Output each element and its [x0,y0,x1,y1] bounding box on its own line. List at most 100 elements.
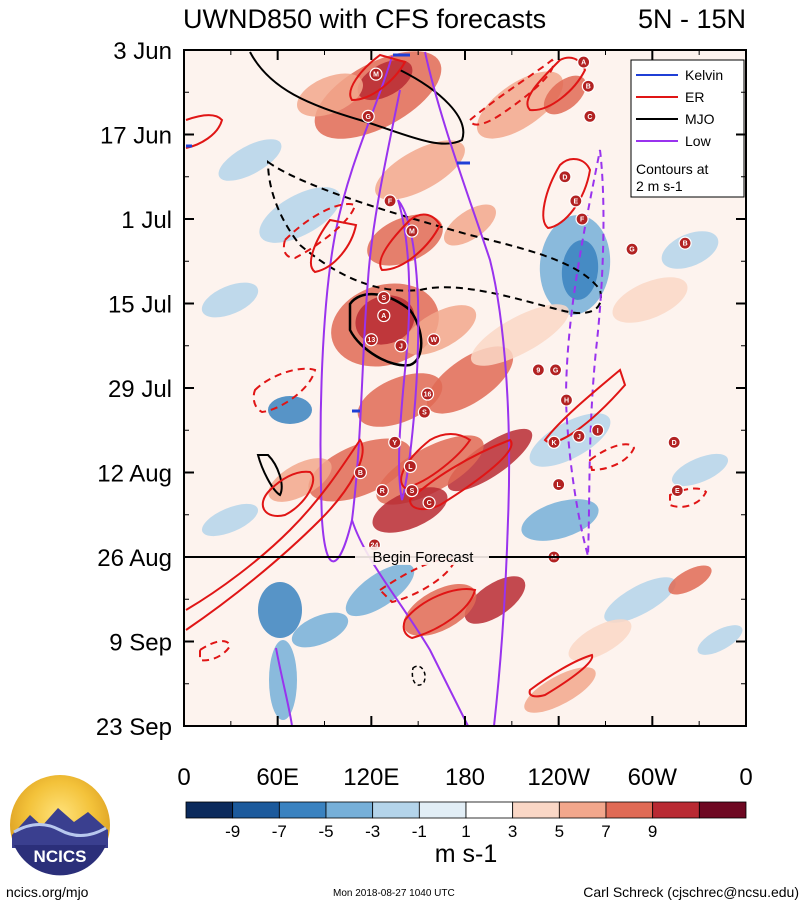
er-contour [379,213,442,272]
storm-marker-circle [559,393,574,407]
storm-marker: G [625,242,639,256]
x-tick-label: 120W [527,764,590,791]
legend-label: Low [685,133,712,149]
colorbar-label: -1 [412,822,427,841]
anomaly-patch [201,282,259,318]
er-contour [310,218,358,274]
logo-waves [13,823,107,837]
storm-marker-circle [405,224,419,238]
storm-marker: 9 [531,363,545,377]
anomaly-patch [201,503,259,537]
er-contour [402,588,477,640]
storm-marker-circle [667,435,681,449]
filtered-wave-contours [185,51,708,726]
er-contour [185,114,224,149]
forecast-label-background [355,547,489,565]
storm-marker-circle [625,242,639,256]
x-tick-label: 0 [177,764,190,791]
storm-marker-label: B [586,84,591,91]
site-url[interactable]: ncics.org/mjo [6,884,89,900]
storm-marker-circle [569,194,583,208]
storm-marker-circle [403,459,417,474]
storm-marker-circle [548,363,563,377]
storm-marker-circle [572,429,586,443]
storm-marker: 13 [364,333,378,347]
low-contour-negative [564,149,605,557]
storm-marker: W [427,333,441,347]
storm-marker-circle [388,435,402,449]
colorbar-swatch [185,801,234,819]
storm-marker-label: G [629,247,635,254]
storm-marker: B [353,465,368,480]
storm-marker-circle [583,109,597,123]
storm-marker-circle [581,79,595,93]
storm-marker-circle [577,55,591,69]
anomaly-patch [291,612,349,648]
mjo-contour-negative [411,665,426,686]
colorbar-units: m s-1 [435,840,498,868]
storm-marker-circle [670,484,684,498]
anomaly-patch [470,304,570,366]
storm-marker-label: A [381,313,386,320]
er-contour [408,438,513,511]
anomaly-patch [297,73,363,117]
y-tick-label: 29 Jul [108,376,172,403]
er-contour-negative [199,640,232,662]
storm-marker: L [403,459,417,474]
anomaly-patch [561,240,599,300]
er-contour [261,470,315,517]
colorbar-label: -3 [365,822,380,841]
anomaly-patch [524,667,596,713]
anomaly-patch [521,499,599,541]
timestamp: Mon 2018-08-27 1040 UTC [333,888,455,899]
storm-marker: R [375,484,389,498]
colorbar-label: 7 [601,822,610,841]
storm-marker: A [377,308,391,323]
er-contour [528,653,594,698]
storm-marker: D [667,435,681,449]
anomaly-patch [403,584,477,636]
colorbar: -9 -7 -5 -3 -1 1 3 5 7 9 [185,801,747,841]
colorbar-swatch [605,801,654,819]
colorbar-swatch [652,801,700,819]
colorbar-label: -9 [225,822,240,841]
storm-marker-label: S [422,410,427,417]
anomaly-patch [671,453,729,487]
storm-marker: J [572,429,586,443]
storm-marker: E [569,194,583,208]
er-contour-negative [588,443,636,472]
storm-marker: F [575,212,589,226]
storm-marker: B [678,236,692,250]
storm-marker-label: 9 [536,367,540,374]
storm-marker-label: G [365,114,371,121]
y-tick-label: 26 Aug [97,545,172,572]
anomaly-patch [697,625,743,655]
chart-title: UWND850 with CFS forecasts [183,4,546,34]
storm-marker-label: M [409,229,415,236]
colorbar-swatch [512,801,560,819]
storm-marker-circle [547,435,561,449]
colorbar-swatch [232,801,280,819]
colorbar-swatch [325,801,374,819]
y-tick-label: 15 Jul [108,292,172,319]
anomaly-patch [612,277,688,323]
storm-marker: I [591,423,605,437]
legend-label: MJO [685,111,715,127]
mjo-contour [256,454,283,497]
y-tick-label: 9 Sep [109,630,172,657]
er-contour-negative [252,367,317,414]
y-tick-label: 23 Sep [96,714,172,741]
storm-marker-circle [375,484,389,498]
storm-marker: S [417,405,432,419]
storm-marker-label: L [557,482,562,489]
storm-marker-circle [369,67,383,81]
legend-label: Kelvin [685,67,723,83]
anomaly-patch [258,582,302,638]
storm-marker-label: K [551,440,556,447]
er-contour-negative [468,58,555,126]
storm-marker-circle [575,212,589,226]
storm-marker: 16 [420,387,435,401]
legend: Kelvin ER MJO Low Contours at 2 m s-1 [630,59,745,198]
storm-marker-label: B [683,241,688,248]
logo-text: NCICS [34,847,87,866]
